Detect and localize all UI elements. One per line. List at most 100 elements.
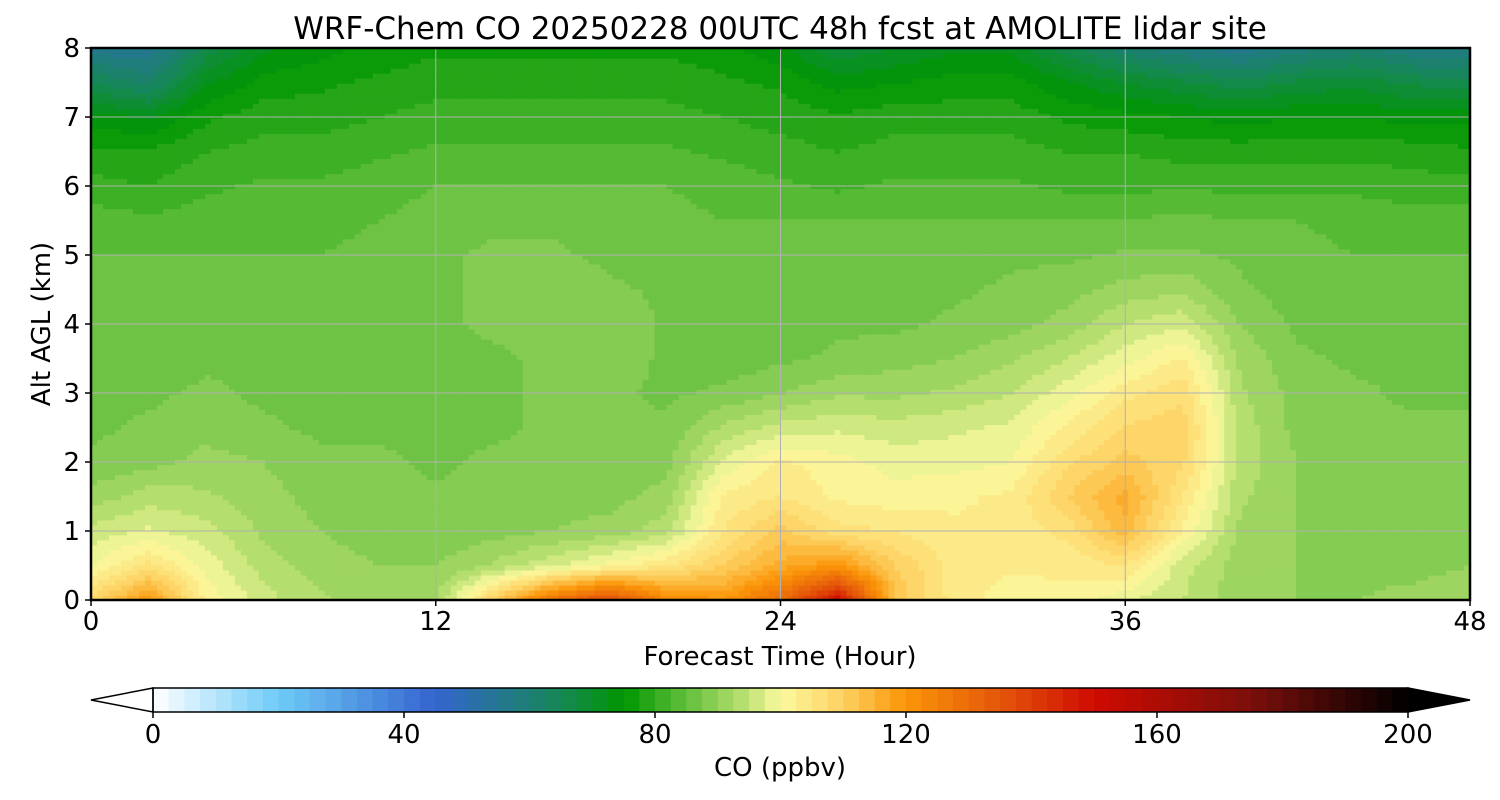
heatmap-cell: [1218, 560, 1225, 566]
heatmap-cell: [121, 555, 128, 561]
heatmap-cell: [253, 570, 260, 576]
heatmap-cell: [1392, 570, 1399, 576]
heatmap-cell: [918, 565, 925, 571]
heatmap-cell: [1164, 580, 1171, 586]
heatmap-cell: [1260, 510, 1267, 516]
heatmap-cell: [511, 570, 518, 576]
heatmap-cell: [948, 590, 955, 596]
heatmap-cell: [1314, 575, 1321, 581]
heatmap-cell: [1026, 515, 1033, 521]
heatmap-cell: [972, 545, 979, 551]
heatmap-cell: [409, 590, 416, 596]
heatmap-cell: [1458, 510, 1465, 516]
heatmap-cell: [163, 575, 170, 581]
heatmap-cell: [655, 555, 662, 561]
heatmap-cell: [625, 510, 632, 516]
heatmap-cell: [409, 560, 416, 566]
heatmap-cell: [151, 505, 158, 511]
heatmap-cell: [613, 515, 620, 521]
heatmap-cell: [715, 520, 722, 526]
heatmap-cell: [619, 575, 626, 581]
heatmap-cell: [691, 565, 698, 571]
heatmap-cell: [1284, 525, 1291, 531]
heatmap-cell: [1248, 550, 1255, 556]
heatmap-cell: [1134, 570, 1141, 576]
heatmap-cell: [169, 535, 176, 541]
heatmap-cell: [643, 560, 650, 566]
heatmap-cell: [1302, 525, 1309, 531]
heatmap-cell: [1002, 510, 1009, 516]
heatmap-cell: [1086, 590, 1093, 596]
heatmap-cell: [1254, 505, 1261, 511]
heatmap-cell: [996, 545, 1003, 551]
heatmap-cell: [864, 585, 871, 591]
heatmap-cell: [828, 510, 835, 516]
heatmap-cell: [906, 510, 913, 516]
heatmap-cell: [1068, 520, 1075, 526]
heatmap-cell: [858, 570, 865, 576]
heatmap-cell: [948, 520, 955, 526]
heatmap-cell: [1260, 520, 1267, 526]
heatmap-cell: [1410, 565, 1417, 571]
heatmap-cell: [1098, 575, 1105, 581]
heatmap-cell: [301, 580, 308, 586]
heatmap-cell: [1074, 535, 1081, 541]
heatmap-cell: [960, 545, 967, 551]
heatmap-cell: [1392, 515, 1399, 521]
heatmap-cell: [1254, 510, 1261, 516]
heatmap-cell: [523, 570, 530, 576]
heatmap-cell: [918, 500, 925, 506]
heatmap-cell: [541, 535, 548, 541]
heatmap-cell: [397, 515, 404, 521]
heatmap-cell: [373, 575, 380, 581]
heatmap-cell: [1188, 500, 1195, 506]
heatmap-cell: [673, 515, 680, 521]
heatmap-cell: [385, 570, 392, 576]
heatmap-cell: [1044, 500, 1051, 506]
heatmap-cell: [103, 590, 110, 596]
heatmap-cell: [559, 525, 566, 531]
heatmap-cell: [912, 525, 919, 531]
heatmap-cell: [589, 510, 596, 516]
heatmap-cell: [577, 565, 584, 571]
heatmap-cell: [325, 520, 332, 526]
heatmap-cell: [834, 555, 841, 561]
heatmap-cell: [463, 570, 470, 576]
heatmap-cell: [1158, 520, 1165, 526]
heatmap-cell: [1440, 570, 1447, 576]
heatmap-cell: [277, 525, 284, 531]
heatmap-cell: [990, 585, 997, 591]
heatmap-cell: [1332, 550, 1339, 556]
heatmap-cell: [751, 535, 758, 541]
heatmap-cell: [1152, 555, 1159, 561]
heatmap-cell: [727, 590, 734, 596]
heatmap-cell: [133, 525, 140, 531]
heatmap-cell: [1320, 585, 1327, 591]
heatmap-cell: [1404, 540, 1411, 546]
heatmap-cell: [1386, 535, 1393, 541]
heatmap-cell: [870, 515, 877, 521]
heatmap-cell: [1020, 520, 1027, 526]
heatmap-cell: [1266, 525, 1273, 531]
heatmap-cell: [870, 500, 877, 506]
heatmap-cell: [325, 555, 332, 561]
heatmap-cell: [1074, 490, 1081, 496]
heatmap-cell: [781, 590, 788, 596]
heatmap-cell: [721, 570, 728, 576]
heatmap-cell: [529, 500, 536, 506]
heatmap-cell: [121, 565, 128, 571]
heatmap-cell: [601, 570, 608, 576]
heatmap-cell: [553, 495, 560, 501]
heatmap-cell: [325, 540, 332, 546]
heatmap-cell: [325, 550, 332, 556]
heatmap-cell: [870, 535, 877, 541]
heatmap-cell: [1434, 525, 1441, 531]
heatmap-cell: [253, 545, 260, 551]
heatmap-cell: [565, 555, 572, 561]
heatmap-cell: [822, 500, 829, 506]
heatmap-cell: [265, 510, 272, 516]
heatmap-cell: [1338, 510, 1345, 516]
heatmap-cell: [1404, 510, 1411, 516]
heatmap-cell: [1128, 575, 1135, 581]
heatmap-cell: [619, 550, 626, 556]
